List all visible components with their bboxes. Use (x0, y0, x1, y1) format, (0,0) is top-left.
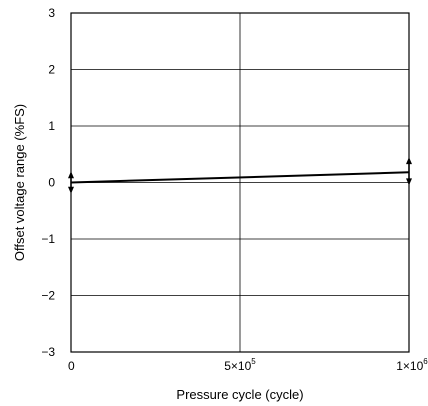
range-arrow-down (406, 178, 412, 186)
range-arrow-down (68, 186, 74, 194)
y-tick-label: 3 (48, 6, 55, 20)
series-line (70, 171, 410, 184)
y-tick-label: −3 (41, 345, 55, 359)
y-axis: 3 2 1 0 −1 −2 −3 (41, 6, 55, 359)
x-tick-base: 5×10 (224, 359, 251, 373)
grid (71, 13, 409, 352)
x-tick-label: 0 (68, 359, 75, 373)
x-tick-label: 5×105 (224, 357, 256, 373)
y-tick-label: −1 (41, 232, 55, 246)
y-tick-label: −2 (41, 289, 55, 303)
y-tick-label: 2 (48, 63, 55, 77)
x-tick-base: 0 (68, 359, 75, 373)
x-axis: 0 5×105 1×106 (68, 357, 428, 373)
x-tick-label: 1×106 (396, 357, 428, 373)
y-tick-label: 1 (48, 119, 55, 133)
range-arrow-up (68, 171, 74, 179)
x-tick-exponent: 5 (251, 357, 256, 366)
range-arrow-up (406, 157, 412, 165)
x-tick-exponent: 6 (423, 357, 428, 366)
x-tick-base: 1×10 (396, 359, 423, 373)
x-axis-label: Pressure cycle (cycle) (176, 387, 303, 402)
series-layer (68, 157, 412, 194)
y-axis-label: Offset voltage range (%FS) (12, 104, 27, 261)
y-tick-label: 0 (48, 176, 55, 190)
